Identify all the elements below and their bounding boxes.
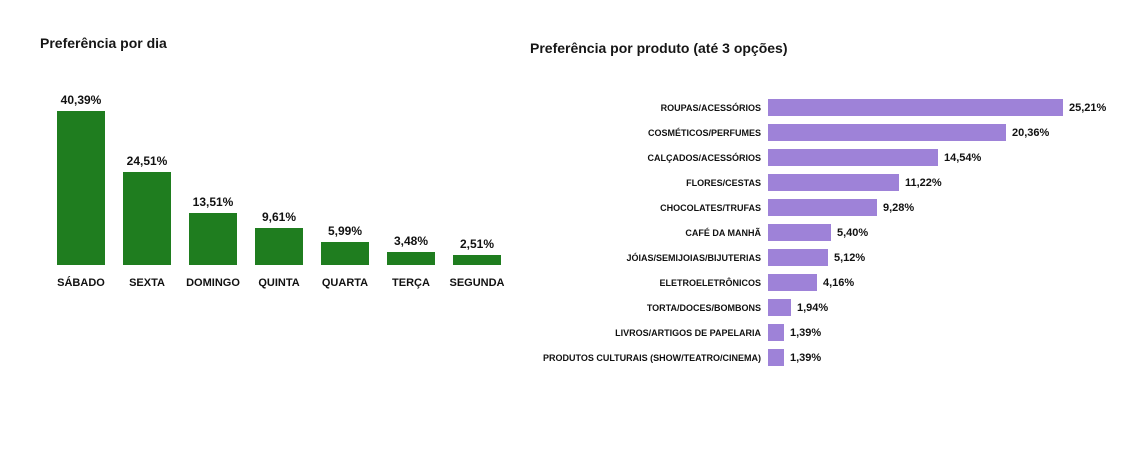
bar-value-label: 20,36% bbox=[1012, 126, 1050, 139]
bar-value-label: 24,51% bbox=[126, 154, 168, 168]
bar bbox=[123, 172, 171, 265]
bar-row: ROUPAS/ACESSÓRIOS 25,21% bbox=[530, 95, 1106, 120]
category-label: CHOCOLATES/TRUFAS bbox=[660, 202, 761, 213]
category-label: PRODUTOS CULTURAIS (SHOW/TEATRO/CINEMA) bbox=[543, 352, 761, 363]
product-preference-chart: Preferência por produto (até 3 opções) R… bbox=[530, 40, 1106, 370]
bar-value-label: 9,61% bbox=[261, 210, 297, 224]
bar bbox=[768, 99, 1063, 116]
bar-value-label: 5,40% bbox=[837, 226, 869, 239]
bar-column: 3,48% TERÇA bbox=[378, 65, 444, 289]
product-chart-plot: ROUPAS/ACESSÓRIOS 25,21% COSMÉTICOS/PERFUM… bbox=[530, 95, 1106, 370]
bar-value-label: 3,48% bbox=[393, 234, 429, 248]
product-chart-title: Preferência por produto (até 3 opções) bbox=[530, 40, 788, 56]
category-label: JÓIAS/SEMIJOIAS/BIJUTERIAS bbox=[626, 252, 761, 263]
bar-row: LIVROS/ARTIGOS DE PAPELARIA 1,39% bbox=[530, 320, 1100, 345]
bar-value-label: 40,39% bbox=[60, 93, 102, 107]
bar-row: FLORES/CESTAS 11,22% bbox=[530, 170, 1100, 195]
bar-column: 9,61% QUINTA bbox=[246, 65, 312, 289]
bar-row: PRODUTOS CULTURAIS (SHOW/TEATRO/CINEMA) 1… bbox=[530, 345, 1100, 370]
bar-value-label: 1,39% bbox=[790, 326, 822, 339]
bar bbox=[768, 199, 877, 216]
bar-row: COSMÉTICOS/PERFUMES 20,36% bbox=[530, 120, 1100, 145]
bar-value-label: 13,51% bbox=[192, 195, 234, 209]
bar-value-label: 2,51% bbox=[459, 237, 495, 251]
category-label: SÁBADO bbox=[57, 277, 105, 289]
bar bbox=[321, 242, 369, 265]
category-label: FLORES/CESTAS bbox=[686, 177, 761, 188]
category-label: QUARTA bbox=[321, 277, 369, 289]
day-chart-plot: 40,39% SÁBADO 24,51% SEXTA 13,51% DOMINGO 9,61… bbox=[40, 65, 520, 289]
bar bbox=[768, 299, 791, 316]
bar bbox=[189, 213, 237, 265]
bar-value-label: 5,99% bbox=[327, 224, 363, 238]
bar bbox=[768, 174, 899, 191]
bar bbox=[57, 111, 105, 265]
bar-column: 5,99% QUARTA bbox=[312, 65, 378, 289]
bar bbox=[768, 324, 784, 341]
day-chart-title: Preferência por dia bbox=[40, 35, 167, 51]
category-label: ELETROELETRÔNICOS bbox=[659, 277, 761, 288]
bar-value-label: 1,39% bbox=[790, 351, 822, 364]
bar-value-label: 1,94% bbox=[797, 301, 829, 314]
category-label: CAFÉ DA MANHÃ bbox=[685, 227, 761, 238]
bar-column: 40,39% SÁBADO bbox=[48, 65, 114, 289]
bar bbox=[768, 249, 828, 266]
bar bbox=[768, 349, 784, 366]
category-label: ROUPAS/ACESSÓRIOS bbox=[660, 102, 761, 113]
bar-value-label: 9,28% bbox=[883, 201, 915, 214]
bar-value-label: 14,54% bbox=[944, 151, 982, 164]
category-label: SEGUNDA bbox=[449, 277, 505, 289]
bar-value-label: 25,21% bbox=[1069, 101, 1107, 114]
category-label: TERÇA bbox=[392, 277, 430, 289]
bar-value-label: 11,22% bbox=[905, 176, 942, 189]
bar-value-label: 5,12% bbox=[834, 251, 866, 264]
category-label: COSMÉTICOS/PERFUMES bbox=[647, 127, 761, 138]
bar-column: 13,51% DOMINGO bbox=[180, 65, 246, 289]
day-preference-chart: Preferência por dia 40,39% SÁBADO 24,51% SE… bbox=[40, 35, 520, 289]
bar bbox=[453, 255, 501, 265]
category-label: DOMINGO bbox=[186, 277, 240, 289]
bar-column: 24,51% SEXTA bbox=[114, 65, 180, 289]
bar bbox=[768, 124, 1006, 141]
bar-column: 2,51% SEGUNDA bbox=[444, 65, 510, 289]
bar-row: CALÇADOS/ACESSÓRIOS 14,54% bbox=[530, 145, 1100, 170]
bar bbox=[768, 149, 938, 166]
bar-row: CHOCOLATES/TRUFAS 9,28% bbox=[530, 195, 1100, 220]
bar-value-label: 4,16% bbox=[823, 276, 855, 289]
bar bbox=[255, 228, 303, 265]
bar bbox=[768, 224, 831, 241]
category-label: QUINTA bbox=[258, 277, 300, 289]
category-label: LIVROS/ARTIGOS DE PAPELARIA bbox=[615, 327, 761, 338]
bar-row: CAFÉ DA MANHÃ 5,40% bbox=[530, 220, 1100, 245]
bar bbox=[387, 252, 435, 265]
bar-row: JÓIAS/SEMIJOIAS/BIJUTERIAS 5,12% bbox=[530, 245, 1100, 270]
category-label: CALÇADOS/ACESSÓRIOS bbox=[647, 152, 761, 163]
category-label: SEXTA bbox=[129, 277, 165, 289]
category-label: TORTA/DOCES/BOMBONS bbox=[646, 302, 761, 313]
bar bbox=[768, 274, 817, 291]
bar-row: ELETROELETRÔNICOS 4,16% bbox=[530, 270, 1100, 295]
bar-row: TORTA/DOCES/BOMBONS 1,94% bbox=[530, 295, 1100, 320]
